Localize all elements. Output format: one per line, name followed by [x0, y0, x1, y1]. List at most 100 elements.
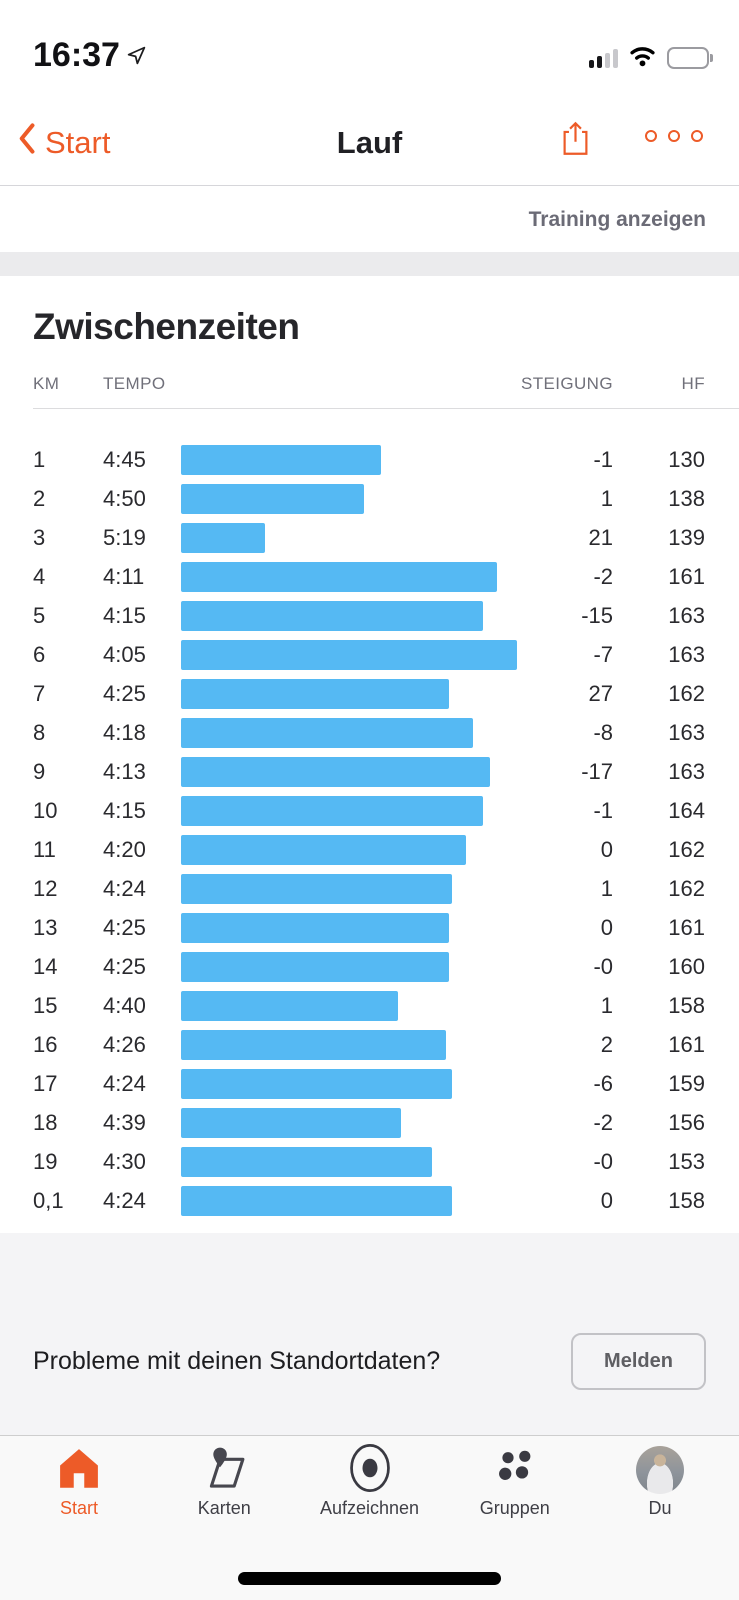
- split-km: 11: [33, 836, 56, 862]
- share-button[interactable]: [559, 120, 592, 162]
- tempo-bar-area: [178, 717, 517, 748]
- split-tempo: 4:25: [103, 914, 146, 940]
- map-icon: [200, 1446, 248, 1495]
- split-steigung: 1: [600, 485, 613, 511]
- split-hf: 158: [668, 1187, 705, 1213]
- split-km: 19: [33, 1148, 58, 1174]
- split-tempo: 4:26: [103, 1031, 146, 1057]
- tempo-bar: [181, 795, 483, 826]
- tempo-bar: [181, 444, 381, 475]
- split-tempo: 4:11: [103, 563, 145, 589]
- ellipsis-dot-icon: [691, 130, 703, 142]
- split-hf: 162: [668, 875, 705, 901]
- split-row: 5 4:15 -15 163: [0, 596, 739, 635]
- status-time: 16:37: [33, 36, 147, 75]
- column-header-steigung: STEIGUNG: [521, 374, 613, 393]
- ellipsis-dot-icon: [668, 130, 680, 142]
- tempo-bar: [181, 483, 364, 514]
- tab-item-start[interactable]: Start: [14, 1444, 144, 1600]
- tempo-bar-area: [178, 795, 517, 826]
- split-tempo: 5:19: [103, 524, 146, 550]
- split-km: 7: [33, 680, 46, 706]
- tempo-bar-area: [178, 990, 517, 1021]
- tempo-bar-area: [178, 561, 517, 592]
- tempo-bar: [181, 990, 398, 1021]
- split-steigung: 0: [600, 914, 613, 940]
- split-km: 14: [33, 953, 58, 979]
- split-steigung: 27: [588, 680, 613, 706]
- splits-rows: 1 4:45 -1 130 2 4:50 1 138 3 5:19 21 139 4 4:11 -2 161 5…: [0, 440, 739, 1220]
- tempo-bar: [181, 1107, 402, 1138]
- split-steigung: 1: [600, 992, 613, 1018]
- tempo-bar: [181, 1029, 446, 1060]
- tempo-bar: [181, 522, 265, 553]
- training-anzeigen-link[interactable]: Training anzeigen: [528, 207, 706, 231]
- split-row: 9 4:13 -17 163: [0, 752, 739, 791]
- tab-label: Start: [59, 1498, 98, 1518]
- split-steigung: 0: [600, 836, 613, 862]
- split-km: 5: [33, 602, 46, 628]
- tempo-bar-area: [178, 639, 517, 670]
- split-hf: 162: [668, 836, 705, 862]
- training-row: Training anzeigen: [0, 187, 739, 252]
- home-icon: [54, 1445, 104, 1496]
- column-header-hf: HF: [681, 374, 705, 393]
- split-hf: 161: [668, 914, 705, 940]
- split-steigung: 0: [600, 1187, 613, 1213]
- split-km: 10: [33, 797, 58, 823]
- melden-button[interactable]: Melden: [571, 1333, 706, 1390]
- split-hf: 160: [668, 953, 705, 979]
- tempo-bar: [181, 639, 517, 670]
- split-row: 8 4:18 -8 163: [0, 713, 739, 752]
- split-row: 17 4:24 -6 159: [0, 1064, 739, 1103]
- split-tempo: 4:15: [103, 797, 146, 823]
- tab-item-du[interactable]: Du: [595, 1444, 725, 1600]
- split-row: 2 4:50 1 138: [0, 479, 739, 518]
- split-km: 6: [33, 641, 46, 667]
- tab-label: Karten: [197, 1498, 251, 1518]
- split-row: 14 4:25 -0 160: [0, 947, 739, 986]
- tempo-bar: [181, 1185, 453, 1216]
- split-row: 13 4:25 0 161: [0, 908, 739, 947]
- tab-item-aufzeichnen[interactable]: Aufzeichnen: [305, 1443, 435, 1600]
- split-hf: 162: [668, 680, 705, 706]
- split-hf: 161: [668, 1031, 705, 1057]
- tab-label: Aufzeichnen: [319, 1498, 420, 1518]
- column-header-km: KM: [33, 374, 60, 393]
- split-km: 0,1: [33, 1187, 64, 1213]
- report-question: Probleme mit deinen Standortdaten?: [33, 1347, 441, 1375]
- split-steigung: -1: [593, 797, 613, 823]
- split-steigung: -7: [593, 641, 613, 667]
- split-hf: 139: [668, 524, 705, 550]
- split-row: 10 4:15 -1 164: [0, 791, 739, 830]
- split-hf: 163: [668, 602, 705, 628]
- section-separator: [0, 252, 739, 276]
- tab-label: Gruppen: [479, 1498, 550, 1518]
- split-km: 1: [33, 446, 46, 472]
- split-steigung: 21: [588, 524, 613, 550]
- split-tempo: 4:25: [103, 953, 146, 979]
- more-options-button[interactable]: [645, 130, 703, 142]
- home-indicator[interactable]: [238, 1572, 501, 1585]
- split-km: 18: [33, 1109, 58, 1135]
- column-header-tempo: TEMPO: [103, 374, 166, 393]
- report-section: Probleme mit deinen Standortdaten? Melde…: [0, 1233, 739, 1435]
- split-row: 3 5:19 21 139: [0, 518, 739, 557]
- split-tempo: 4:45: [103, 446, 146, 472]
- groups-icon: [494, 1449, 536, 1491]
- location-services-icon: [126, 36, 147, 75]
- tempo-bar: [181, 1146, 432, 1177]
- split-hf: 158: [668, 992, 705, 1018]
- split-km: 13: [33, 914, 58, 940]
- back-button[interactable]: Start: [18, 100, 110, 185]
- split-hf: 163: [668, 719, 705, 745]
- split-hf: 138: [668, 485, 705, 511]
- tempo-bar-area: [178, 756, 517, 787]
- split-steigung: 1: [600, 875, 613, 901]
- tab-item-karten[interactable]: Karten: [159, 1444, 289, 1600]
- tempo-bar-area: [178, 678, 517, 709]
- split-km: 4: [33, 563, 46, 589]
- split-row: 18 4:39 -2 156: [0, 1103, 739, 1142]
- tab-item-gruppen[interactable]: Gruppen: [450, 1444, 580, 1600]
- tempo-bar: [181, 1068, 453, 1099]
